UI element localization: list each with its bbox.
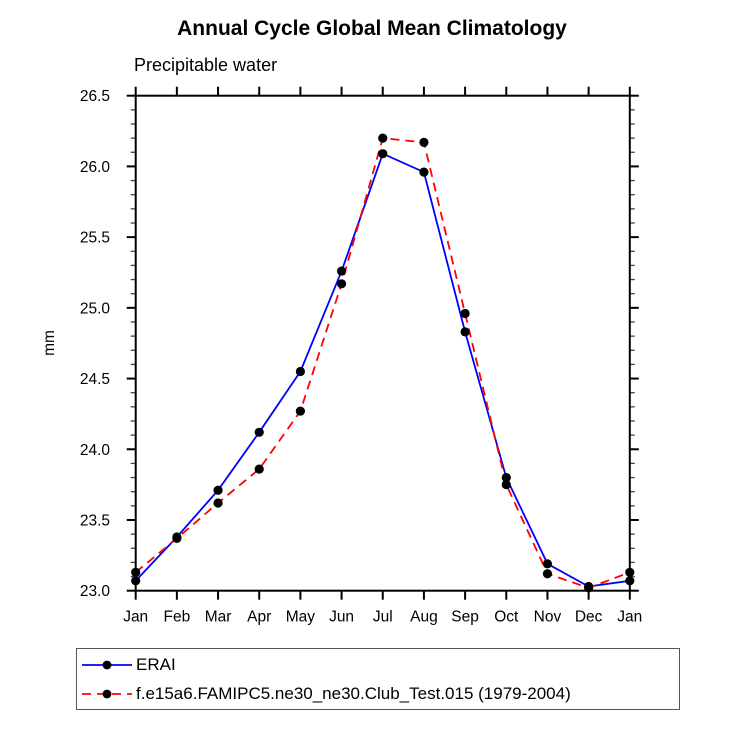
svg-text:26.5: 26.5 (80, 88, 110, 105)
svg-text:Feb: Feb (164, 609, 191, 626)
annual-cycle-line-chart: 23.0 23.5 24.0 24.5 25.0 25.5 26.0 26.5 Jan Feb Ma… (41, 86, 642, 626)
svg-text:mm: mm (41, 330, 58, 356)
series-markers-model (131, 133, 635, 593)
y-axis-ticks: 23.0 23.5 24.0 24.5 25.0 25.5 26.0 26.5 (80, 88, 639, 600)
svg-text:Oct: Oct (494, 609, 519, 626)
x-axis-ticks: Jan Feb Mar Apr May Jun Jul Aug Sep Oct Nov Dec Jan (123, 86, 642, 626)
legend-item-erai: ERAI (81, 650, 679, 679)
y-axis-label: mm (41, 330, 58, 356)
svg-text:26.0: 26.0 (80, 159, 111, 176)
legend-label-erai: ERAI (136, 654, 176, 674)
svg-text:24.0: 24.0 (80, 442, 111, 459)
svg-text:Nov: Nov (534, 609, 562, 626)
series-line-erai (135, 152, 630, 588)
svg-text:Mar: Mar (205, 609, 232, 626)
svg-text:Jul: Jul (373, 609, 393, 626)
svg-text:Dec: Dec (575, 609, 603, 626)
svg-text:Aug: Aug (410, 609, 438, 626)
legend-line-sample-dashed (82, 689, 132, 698)
svg-text:23.0: 23.0 (80, 583, 111, 600)
svg-text:Jun: Jun (329, 609, 354, 626)
svg-text:25.5: 25.5 (80, 230, 110, 247)
plot-frame (134, 94, 631, 592)
svg-text:24.5: 24.5 (80, 371, 110, 388)
svg-text:Jan: Jan (123, 609, 148, 626)
svg-text:Sep: Sep (451, 609, 479, 626)
legend-label-model: f.e15a6.FAMIPC5.ne30_ne30.Club_Test.015 … (136, 683, 571, 703)
legend-item-model: f.e15a6.FAMIPC5.ne30_ne30.Club_Test.015 … (81, 679, 679, 708)
series-line-model (135, 137, 631, 589)
svg-text:23.5: 23.5 (80, 512, 110, 529)
chart-legend: ERAI f.e15a6.FAMIPC5.ne30_ne30.Club_Test… (76, 648, 680, 710)
series-markers-erai (131, 149, 635, 592)
chart-title: Annual Cycle Global Mean Climatology (177, 17, 567, 40)
svg-text:May: May (286, 609, 316, 626)
legend-line-sample-solid (82, 660, 132, 669)
svg-text:Jan: Jan (617, 609, 642, 626)
chart-subtitle: Precipitable water (134, 55, 278, 75)
svg-text:Apr: Apr (247, 609, 271, 626)
svg-text:25.0: 25.0 (80, 300, 111, 317)
